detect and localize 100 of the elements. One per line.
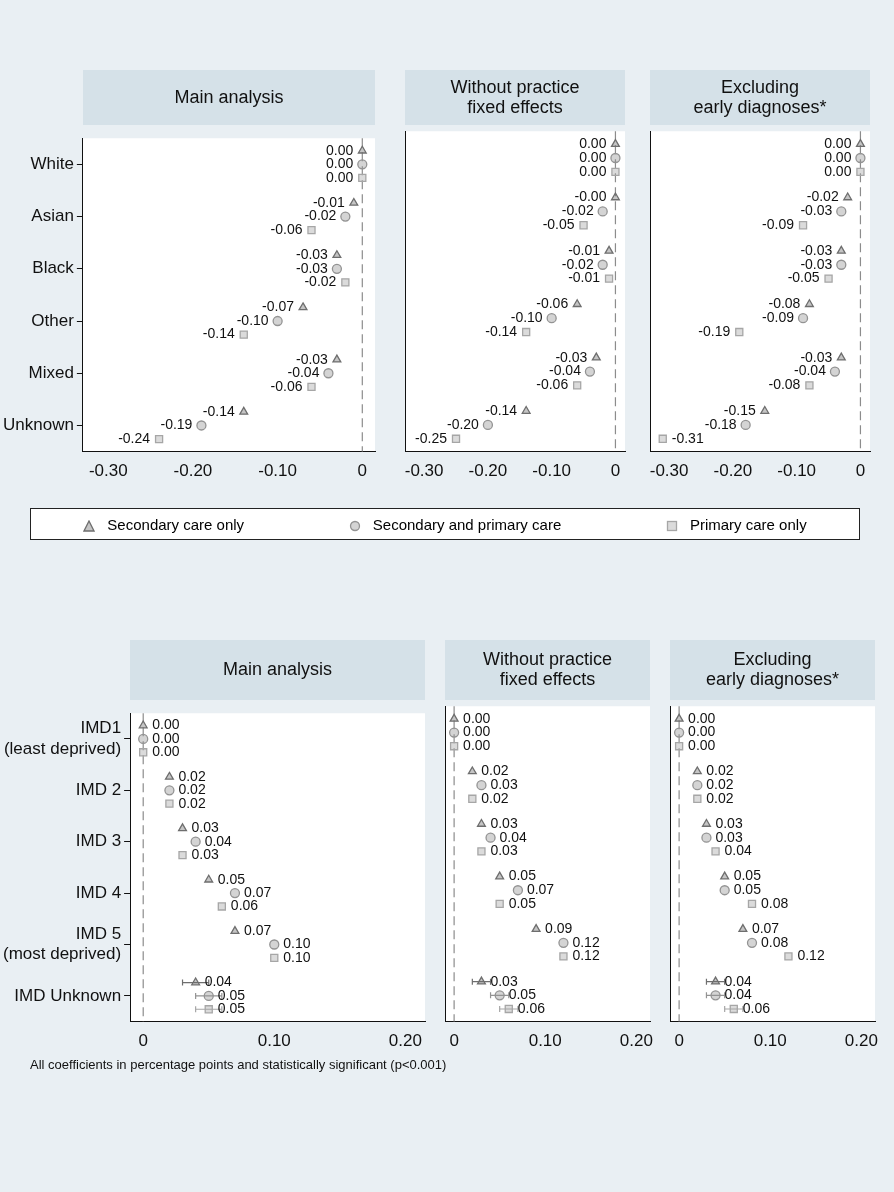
data-label: -0.05 bbox=[542, 216, 575, 233]
x-tick-label: 0 bbox=[138, 1031, 148, 1051]
data-label: 0.00 bbox=[152, 743, 180, 760]
data-label: 0.12 bbox=[797, 947, 825, 964]
y-tick-label: Other bbox=[31, 310, 75, 330]
x-tick-label: 0.20 bbox=[388, 1031, 422, 1051]
data-label: -0.05 bbox=[787, 269, 820, 286]
data-label: -0.08 bbox=[768, 376, 801, 393]
data-label: -0.02 bbox=[304, 207, 337, 224]
data-label: -0.03 bbox=[555, 348, 588, 365]
data-label: -0.14 bbox=[485, 401, 518, 418]
x-tick-label: -0.30 bbox=[649, 461, 689, 481]
x-tick-label: -0.30 bbox=[88, 461, 128, 481]
data-label: 0.04 bbox=[724, 972, 753, 989]
data-label: -0.20 bbox=[446, 415, 480, 432]
data-label: 0.03 bbox=[715, 828, 743, 845]
data-label: 0.07 bbox=[751, 919, 780, 936]
data-label: -0.04 bbox=[794, 362, 827, 379]
data-label: -0.04 bbox=[549, 362, 582, 379]
data-label: -0.03 bbox=[800, 241, 833, 258]
legend-label: Primary care only bbox=[689, 515, 807, 533]
y-tick-label: IMD 4 bbox=[75, 882, 122, 902]
data-label: -0.02 bbox=[561, 202, 594, 219]
data-label: -0.08 bbox=[768, 295, 801, 312]
data-label: -0.06 bbox=[270, 220, 303, 237]
data-label: -0.03 bbox=[800, 255, 833, 272]
data-label: -0.00 bbox=[574, 188, 607, 205]
data-label: 0.12 bbox=[572, 947, 600, 964]
data-label: -0.01 bbox=[568, 241, 601, 258]
data-label: -0.25 bbox=[415, 429, 448, 446]
data-label: -0.06 bbox=[536, 376, 569, 393]
data-label: 0.00 bbox=[326, 141, 354, 158]
data-label: 0.05 bbox=[217, 1000, 246, 1017]
data-label: -0.18 bbox=[704, 415, 737, 432]
data-label: 0.03 bbox=[490, 842, 518, 859]
data-label: 0.00 bbox=[463, 723, 491, 740]
y-tick-label: IMD Unknown bbox=[14, 985, 122, 1005]
data-label: 0.00 bbox=[688, 723, 716, 740]
data-label: 0.04 bbox=[724, 842, 753, 859]
y-tick-label: IMD 3 bbox=[75, 831, 122, 851]
data-label: 0.00 bbox=[688, 709, 716, 726]
data-label: -0.03 bbox=[800, 202, 833, 219]
data-label: -0.19 bbox=[160, 416, 193, 433]
data-label: 0.07 bbox=[243, 922, 272, 938]
data-label: 0.04 bbox=[499, 828, 528, 845]
x-tick-label: -0.10 bbox=[777, 461, 817, 481]
data-label: 0.05 bbox=[733, 881, 762, 898]
data-label: 0.03 bbox=[715, 814, 743, 831]
data-label: -0.10 bbox=[510, 309, 543, 325]
data-label: -0.03 bbox=[800, 348, 833, 365]
x-tick-label: -0.20 bbox=[468, 461, 508, 481]
x-tick-label: 0.10 bbox=[257, 1031, 291, 1051]
x-tick-label: 0.20 bbox=[619, 1031, 653, 1051]
y-tick-label: White bbox=[30, 154, 74, 173]
data-label: 0.12 bbox=[572, 933, 600, 950]
data-label: 0.00 bbox=[824, 134, 852, 151]
chart-title: Without practice fixed effects bbox=[445, 640, 650, 700]
x-tick-label: 0 bbox=[449, 1031, 459, 1051]
chart-title: Main analysis bbox=[130, 640, 425, 700]
data-label: 0.05 bbox=[217, 870, 246, 887]
legend-label: Secondary and primary care bbox=[372, 515, 562, 533]
data-label: 0.06 bbox=[230, 897, 259, 914]
data-label: 0.00 bbox=[579, 148, 607, 165]
data-label: 0.00 bbox=[824, 148, 852, 165]
data-label: -0.31 bbox=[671, 429, 704, 446]
data-label: 0.05 bbox=[733, 867, 762, 884]
data-label: 0.00 bbox=[463, 709, 491, 726]
y-tick-label: Asian bbox=[31, 206, 74, 226]
y-tick-label: Mixed bbox=[28, 362, 74, 382]
y-tick-label: IMD1 (least deprived) bbox=[3, 718, 122, 758]
data-label: 0.02 bbox=[706, 789, 734, 806]
data-label: 0.05 bbox=[508, 867, 537, 884]
x-tick-label: 0.10 bbox=[753, 1031, 787, 1051]
data-label: 0.03 bbox=[490, 972, 518, 989]
x-tick-label: 0.20 bbox=[844, 1031, 878, 1051]
y-tick-label: IMD 5 (most deprived) bbox=[2, 923, 122, 964]
data-label: 0.02 bbox=[481, 789, 509, 806]
chart-title: Excluding early diagnoses* bbox=[650, 70, 870, 125]
data-label: 0.00 bbox=[824, 162, 852, 179]
data-label: -0.06 bbox=[536, 295, 569, 312]
x-tick-label: -0.10 bbox=[532, 461, 572, 481]
y-tick-label: IMD 2 bbox=[75, 779, 122, 799]
data-label: -0.19 bbox=[698, 322, 731, 339]
data-label: -0.02 bbox=[304, 273, 337, 290]
data-label: -0.14 bbox=[202, 325, 235, 342]
x-tick-label: 0 bbox=[610, 461, 621, 481]
y-tick-label: Unknown bbox=[3, 415, 74, 435]
x-tick-label: -0.20 bbox=[713, 461, 753, 481]
data-label: -0.03 bbox=[295, 350, 329, 367]
x-tick-label: 0 bbox=[855, 461, 866, 481]
data-label: -0.02 bbox=[806, 188, 839, 205]
y-tick-label: Black bbox=[32, 258, 75, 278]
x-tick-label: 0 bbox=[674, 1031, 684, 1051]
data-label: 0.03 bbox=[490, 814, 518, 831]
legend-label: Secondary care only bbox=[107, 515, 245, 533]
data-label: 0.07 bbox=[243, 883, 272, 900]
data-label: 0.09 bbox=[545, 919, 573, 936]
x-tick-label: -0.10 bbox=[258, 461, 297, 481]
x-tick-label: 0 bbox=[357, 461, 368, 481]
text: All coefficients in percentage points and statistically significant (p<0.001) bbox=[30, 1057, 447, 1072]
